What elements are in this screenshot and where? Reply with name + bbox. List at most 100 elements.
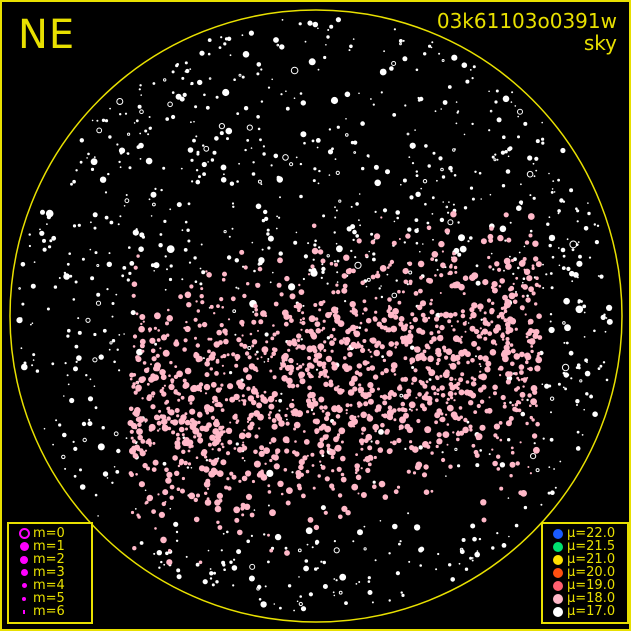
dot-symbol [15,596,33,601]
star [167,409,172,414]
star [531,329,536,334]
star [416,327,423,334]
star [525,421,529,426]
star [185,427,188,431]
star [418,445,423,450]
star [296,600,299,603]
star [452,203,455,206]
star [284,364,292,372]
star [166,315,173,322]
star [175,432,180,437]
star [220,355,224,359]
star [74,344,79,349]
star [159,347,162,350]
star [265,340,269,344]
star [445,205,449,209]
star [374,210,377,213]
star [476,403,481,409]
star [176,574,182,580]
star [460,313,466,319]
star [519,391,526,398]
star [290,66,299,75]
star [479,365,482,368]
star [156,338,161,342]
star [525,332,529,336]
star [500,315,505,320]
star [430,298,433,302]
star [442,431,450,438]
star [469,316,472,320]
star [522,281,524,284]
star [355,234,360,238]
star [353,140,358,145]
star [269,458,273,463]
star [229,181,235,186]
star [406,469,411,474]
star [417,260,425,268]
star [467,240,470,243]
star [242,343,248,349]
star [299,194,303,199]
star [441,59,445,62]
star [325,44,327,46]
star [334,262,338,267]
star [393,28,396,31]
star [229,560,233,564]
star [448,563,452,567]
star [373,164,379,170]
star [320,329,324,332]
star [480,373,487,381]
star [176,487,181,492]
star [333,578,336,580]
star [96,127,103,134]
star [141,397,144,400]
star [411,376,418,383]
star [326,443,331,448]
star [226,353,230,357]
star [104,191,108,194]
star [279,366,283,371]
star [33,261,36,263]
star [387,405,393,411]
star [340,440,344,444]
star [353,415,357,419]
star [150,404,156,410]
star [436,357,441,363]
star [520,284,525,288]
star [195,384,202,392]
star [240,502,246,508]
star [211,468,219,476]
star [569,188,574,193]
star [530,345,534,348]
star [365,457,371,463]
star [575,446,581,451]
star [217,525,223,530]
star [183,381,190,389]
star [48,245,52,249]
star [236,549,242,555]
star [489,109,493,113]
star [252,386,256,389]
star [476,346,481,351]
star [133,265,138,270]
star [173,340,180,347]
star [193,317,198,322]
star [415,396,418,399]
star [323,373,328,378]
star [72,440,75,443]
star [162,489,169,496]
star [542,437,545,440]
star [266,228,270,232]
star [435,376,440,381]
star [355,343,358,347]
star [108,348,111,351]
star [292,408,299,415]
star [302,304,305,307]
star [239,435,243,439]
star [362,312,364,315]
star [259,445,265,451]
star [221,306,224,309]
star [225,427,233,434]
star [225,451,231,456]
star [199,50,205,56]
